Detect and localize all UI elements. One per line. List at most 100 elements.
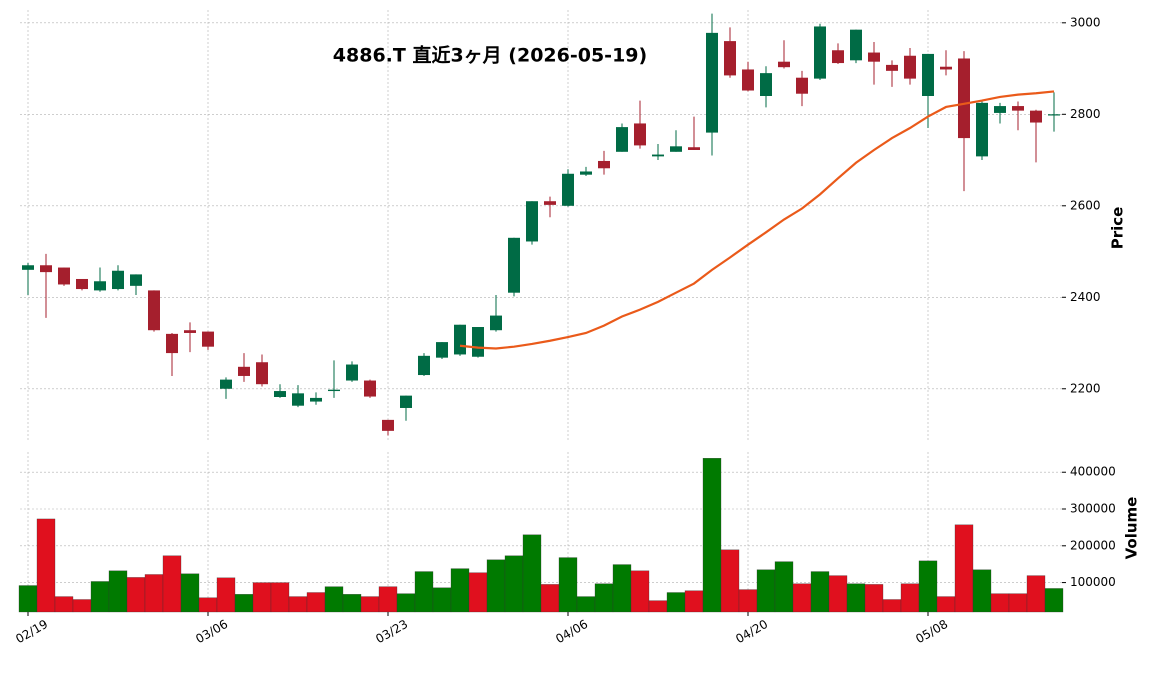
candle-body [94, 281, 106, 291]
y-axis-label: Price [1109, 207, 1127, 250]
volume-bar [954, 524, 974, 613]
candle-body [994, 106, 1006, 113]
volume-bar [36, 518, 56, 613]
y-axis-label: Volume [1123, 497, 1141, 560]
volume-bar [792, 583, 812, 613]
volume-bar [342, 594, 362, 613]
y-tick-label: 2600 [1070, 198, 1101, 212]
volume-bar [540, 584, 560, 613]
candle-body [796, 77, 808, 94]
candle-body [562, 173, 574, 206]
candle-body [364, 380, 376, 397]
candle-body [436, 342, 448, 358]
candle-body [328, 389, 340, 392]
candle-body [400, 395, 412, 408]
candle-body [1030, 110, 1042, 123]
y-tick-label: 2200 [1070, 381, 1101, 395]
candle-body [940, 66, 952, 70]
candle-body [472, 327, 484, 357]
volume-bar [126, 577, 146, 613]
candle-body [778, 61, 790, 68]
candle-body [274, 391, 286, 397]
volume-bar [198, 597, 218, 613]
volume-bar [306, 592, 326, 613]
candle-body [508, 237, 520, 293]
volume-bar [630, 570, 650, 613]
x-tick-label: 04/20 [733, 617, 770, 646]
candle-body [490, 315, 502, 331]
x-tick-label: 03/23 [373, 617, 410, 646]
volume-bar [594, 583, 614, 613]
volume-bar [522, 534, 542, 613]
volume-bar [702, 458, 722, 613]
volume-bar [576, 596, 596, 613]
volume-bar [774, 561, 794, 613]
volume-bar [288, 596, 308, 613]
candle-body [760, 73, 772, 96]
volume-bar [612, 564, 632, 613]
volume-bar [1008, 593, 1028, 613]
candle-body [58, 267, 70, 285]
candle-body [238, 366, 250, 376]
moving-average-line [459, 90, 1055, 350]
candle-body [580, 171, 592, 175]
candle-body [670, 146, 682, 152]
volume-bar [468, 572, 488, 613]
x-tick-label: 05/08 [913, 617, 950, 646]
candle-body [292, 393, 304, 406]
candle-body [958, 58, 970, 139]
x-tick-label: 03/06 [193, 617, 230, 646]
volume-bar [900, 583, 920, 613]
volume-bar [270, 582, 290, 613]
volume-bar [432, 587, 452, 613]
y-tick-label: 100000 [1070, 575, 1116, 589]
candle-body [130, 274, 142, 286]
volume-bar [90, 581, 110, 613]
volume-bar [414, 571, 434, 613]
candle-body [256, 362, 268, 385]
volume-bar [486, 559, 506, 613]
volume-bar [54, 596, 74, 613]
candle-body [346, 364, 358, 381]
candle-body [904, 55, 916, 79]
y-tick-label: 2400 [1070, 290, 1101, 304]
volume-bar [666, 592, 686, 613]
candle-body [310, 397, 322, 402]
candle-body [832, 50, 844, 64]
candle-body [40, 265, 52, 273]
volume-bar [360, 596, 380, 613]
candle-body [616, 127, 628, 152]
candle-body [868, 52, 880, 62]
volume-bar [846, 583, 866, 613]
volume-bar [648, 600, 668, 613]
candle-body [184, 330, 196, 333]
volume-bar [972, 569, 992, 613]
volume-bar [918, 560, 938, 613]
volume-bar [864, 584, 884, 613]
volume-bar [936, 596, 956, 613]
candle-body [1012, 106, 1024, 111]
candle-body [112, 270, 124, 290]
volume-bar [324, 586, 344, 613]
volume-bar [738, 589, 758, 613]
candle-body [148, 290, 160, 331]
y-tick-label: 3000 [1070, 15, 1101, 29]
candle-body [418, 355, 430, 376]
volume-bar [990, 593, 1010, 613]
candle-body [76, 278, 88, 290]
volume-bar [810, 571, 830, 613]
volume-bar [108, 570, 128, 613]
volume-bar [504, 555, 524, 613]
volume-bar [180, 573, 200, 613]
candle-body [166, 333, 178, 354]
volume-bar [216, 577, 236, 613]
candle-body [202, 331, 214, 347]
candle-body [220, 379, 232, 389]
volume-bar [450, 568, 470, 613]
volume-bar [756, 569, 776, 613]
y-tick-label: 300000 [1070, 502, 1116, 516]
candle-body [850, 29, 862, 61]
volume-bar [684, 590, 704, 613]
volume-bar [72, 599, 92, 613]
